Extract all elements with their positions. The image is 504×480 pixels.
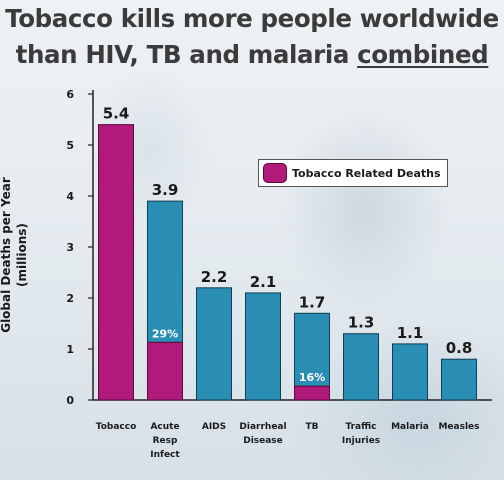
title-emphasis: combined (357, 40, 489, 69)
bar-total (147, 200, 183, 343)
bar-total (245, 292, 281, 401)
y-tick-label: 3 (66, 241, 74, 254)
x-category-label-line: Infect (150, 450, 180, 460)
bar-value-label: 1.1 (397, 324, 424, 342)
bar-total (196, 287, 232, 401)
x-category-label-line: AIDS (202, 422, 226, 432)
bar-total (294, 312, 330, 387)
x-category-label-line: Resp (153, 436, 178, 446)
legend-label: Tobacco Related Deaths (292, 166, 441, 180)
x-category-label: Acute Resp Infect (150, 422, 180, 460)
bar-value-label: 1.7 (299, 293, 326, 311)
y-tick-label: 6 (66, 88, 74, 101)
x-category-label-line: Traffic (345, 422, 376, 432)
bar-value-label: 5.4 (103, 105, 130, 123)
bar-total (441, 358, 477, 401)
x-category-label: AIDS (202, 422, 226, 432)
legend: Tobacco Related Deaths (258, 159, 448, 187)
x-category-label-line: Tobacco (96, 422, 137, 432)
chart-title-line-2: than HIV, TB and malaria combined (0, 40, 504, 69)
bar-value-label: 3.9 (152, 181, 179, 199)
x-category-label-line: Disease (243, 436, 283, 446)
bar-total (343, 333, 379, 401)
x-category-label-line: Injuries (342, 436, 380, 446)
y-tick-label: 5 (66, 139, 74, 152)
y-tick-label: 4 (66, 190, 74, 203)
bar-tobacco-segment (294, 385, 330, 401)
segment-percent-label: 16% (299, 371, 325, 384)
bar-tobacco-segment (98, 124, 134, 401)
y-tick-label: 2 (66, 292, 74, 305)
legend-swatch-tobacco (263, 163, 287, 183)
bar-value-label: 2.2 (201, 268, 228, 286)
y-tick-label: 0 (66, 394, 74, 407)
x-category-label-line: Measles (438, 422, 479, 432)
x-category-label-line: Malaria (391, 422, 429, 432)
bar-value-label: 2.1 (250, 273, 277, 291)
bar-tobacco-segment (147, 341, 183, 401)
x-category-label-line: Acute (150, 422, 179, 432)
x-category-label: Malaria (391, 422, 429, 432)
bar-value-label: 0.8 (446, 339, 473, 357)
chart-title-line-1: Tobacco kills more people worldwide (5, 4, 499, 33)
title-line-2-text: than HIV, TB and malaria (15, 40, 358, 69)
x-category-label: TB (306, 422, 319, 432)
x-category-label-line: Diarrheal (239, 422, 286, 432)
x-category-label-line: TB (306, 422, 319, 432)
segment-percent-label: 29% (152, 327, 178, 340)
y-tick-label: 1 (66, 343, 74, 356)
x-category-label: Diarrheal Disease (239, 422, 286, 446)
x-category-label: Tobacco (96, 422, 137, 432)
bar-value-label: 1.3 (348, 314, 375, 332)
x-category-label: Traffic Injuries (342, 422, 380, 446)
x-category-label: Measles (438, 422, 479, 432)
bar-total (392, 343, 428, 401)
